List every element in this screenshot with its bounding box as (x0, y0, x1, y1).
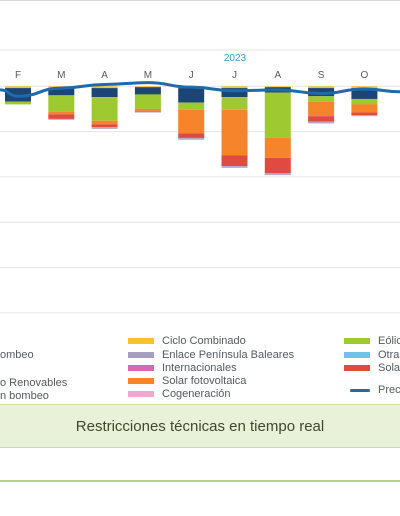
bar-segment (91, 120, 118, 125)
bar-segment (178, 137, 205, 140)
legend-label: o Renovables (0, 377, 68, 389)
bar-segment (91, 88, 118, 98)
month-label: O (361, 70, 369, 81)
bar-segment (91, 86, 118, 89)
bar-segment (264, 157, 291, 174)
bar-segment (264, 92, 291, 138)
bar-segment (134, 94, 161, 109)
bar-segment (308, 121, 335, 124)
month-label: S (318, 70, 325, 81)
legend-item-solar-fotovoltaica[interactable]: Solar fotovoltaica (128, 374, 246, 388)
bar-segment (264, 86, 291, 88)
year-label: 2023 (224, 53, 247, 64)
top-divider (0, 0, 400, 1)
legend-line-swatch (350, 388, 370, 392)
bar-segment (91, 127, 118, 129)
bar-segment (308, 101, 335, 117)
legend: ombeo o Renovables n bombeo Ciclo Combin… (0, 334, 400, 404)
legend-label: Cogeneración (162, 388, 231, 400)
month-label: M (144, 70, 152, 81)
legend-swatch (128, 365, 154, 371)
bar-segment (5, 86, 31, 89)
bar-segment (134, 108, 161, 111)
legend-swatch (344, 365, 370, 371)
month-label: A (274, 70, 281, 81)
bar-segment (178, 88, 205, 103)
bar-segment (351, 112, 378, 116)
bar-segment (264, 173, 291, 176)
legend-item-cogeneracion[interactable]: Cogeneración (128, 387, 231, 401)
bar-segment (5, 101, 31, 105)
legend-item-otras[interactable]: Otras (344, 348, 400, 362)
bar-segment (48, 88, 75, 96)
legend-label: Eólic (378, 335, 400, 347)
bar-segment (221, 88, 248, 98)
section-banner: Restricciones técnicas en tiempo real (0, 404, 400, 448)
bar-segment (308, 116, 335, 122)
legend-item-precio[interactable]: Prec (350, 383, 400, 397)
legend-item-turbinacion-bombeo[interactable]: n bombeo (0, 389, 49, 403)
bar-segment (134, 87, 161, 95)
bar-segment (48, 111, 75, 115)
banner-title: Restricciones técnicas en tiempo real (75, 417, 325, 435)
bar-segment (351, 104, 378, 113)
legend-swatch (344, 338, 370, 344)
legend-label: Solar (378, 362, 400, 374)
legend-label: n bombeo (0, 390, 49, 402)
bar-segment (134, 110, 161, 112)
bar-segment (221, 86, 248, 89)
bar-segment (221, 155, 248, 167)
bar-segment (351, 115, 378, 117)
bar-segment (48, 95, 75, 112)
legend-swatch (128, 338, 154, 344)
bottom-divider (0, 480, 400, 482)
bar-segment (351, 98, 378, 105)
legend-swatch (344, 352, 370, 358)
bar-segment (308, 96, 335, 102)
legend-item-solar-termica[interactable]: Solar (344, 361, 400, 375)
month-label: A (101, 70, 108, 81)
legend-item-enlace-peninsula-baleares[interactable]: Enlace Península Baleares (128, 348, 294, 362)
legend-item-internacionales[interactable]: Internacionales (128, 361, 237, 375)
bar-segment (351, 86, 378, 89)
bar-segment (134, 86, 161, 88)
legend-item-ciclo-combinado[interactable]: Ciclo Combinado (128, 334, 246, 348)
legend-label: Solar fotovoltaica (162, 375, 247, 387)
month-label: J (232, 70, 237, 81)
legend-label: Otras (378, 349, 400, 361)
legend-label: Prec (378, 384, 400, 396)
price-line (0, 81, 400, 98)
legend-item-otras-renovables[interactable]: o Renovables (0, 376, 67, 390)
bar-segment (351, 88, 378, 99)
bar-segment (48, 118, 75, 120)
bar-segment (221, 166, 248, 168)
legend-swatch (128, 378, 154, 384)
bar-segment (308, 86, 335, 89)
bar-segment (91, 124, 118, 128)
bar-segment (221, 97, 248, 110)
bar-segment (134, 111, 161, 113)
legend-item-hidraulica-bombeo[interactable]: ombeo (0, 348, 34, 362)
month-label: J (189, 70, 194, 81)
bar-segment (178, 109, 205, 134)
monthly-stacked-bar-chart: 2023 F M A M J J A S O (0, 49, 400, 314)
legend-label: Internacionales (162, 362, 237, 374)
bar-segment (48, 114, 75, 119)
bar-segment (178, 102, 205, 110)
legend-label: Enlace Península Baleares (162, 349, 295, 361)
month-label: F (15, 70, 21, 81)
bar-segment (178, 133, 205, 138)
bar-segment (221, 109, 248, 156)
month-label: M (57, 70, 65, 81)
bar-series (5, 86, 378, 176)
legend-label: ombeo (0, 349, 34, 361)
bar-segment (91, 97, 118, 121)
legend-swatch (128, 352, 154, 358)
bar-segment (264, 137, 291, 158)
legend-swatch (128, 391, 154, 397)
legend-item-eolica[interactable]: Eólic (344, 334, 400, 348)
legend-label: Ciclo Combinado (162, 335, 246, 347)
